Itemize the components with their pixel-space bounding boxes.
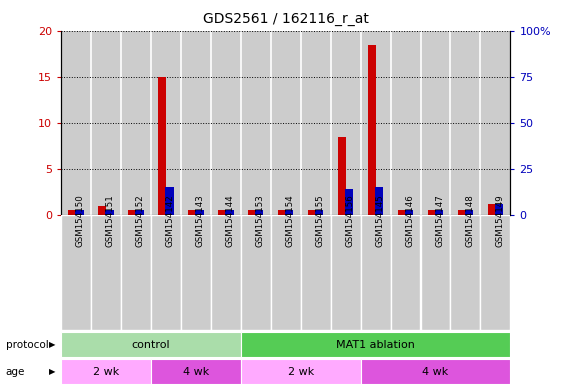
Bar (390, 215, 420, 330)
Bar (121, 215, 151, 330)
Bar (135, 210, 144, 215)
Text: MAT1 ablation: MAT1 ablation (336, 339, 415, 350)
Bar (451, 31, 480, 215)
Bar (420, 31, 451, 215)
Bar (465, 210, 473, 215)
Bar (375, 187, 383, 215)
Bar (61, 332, 241, 357)
Bar (271, 215, 300, 330)
Bar (211, 215, 241, 330)
Bar (278, 210, 287, 215)
Bar (98, 206, 107, 215)
Text: GSM154149: GSM154149 (495, 194, 505, 247)
Bar (271, 31, 300, 215)
Bar (300, 215, 331, 330)
Text: GSM154142: GSM154142 (166, 194, 175, 247)
Bar (331, 215, 361, 330)
Bar (181, 31, 211, 215)
Text: GSM154146: GSM154146 (405, 194, 415, 247)
Bar (390, 31, 420, 215)
Bar (361, 359, 510, 384)
Bar (61, 31, 91, 215)
Text: control: control (132, 339, 170, 350)
Bar (165, 187, 173, 215)
Text: 2 wk: 2 wk (288, 366, 314, 377)
Bar (218, 210, 226, 215)
Bar (338, 137, 346, 215)
Bar (480, 31, 510, 215)
Bar (427, 210, 436, 215)
Bar (151, 359, 241, 384)
Bar (495, 204, 503, 215)
Bar (91, 215, 121, 330)
Text: GSM154147: GSM154147 (436, 194, 444, 247)
Text: 4 wk: 4 wk (422, 366, 448, 377)
Bar (61, 359, 151, 384)
Bar (225, 210, 234, 215)
Bar (285, 210, 293, 215)
Bar (241, 359, 361, 384)
Bar (255, 210, 263, 215)
Bar (345, 189, 353, 215)
Bar (315, 210, 324, 215)
Text: 2 wk: 2 wk (93, 366, 119, 377)
Bar (300, 31, 331, 215)
Bar (61, 215, 91, 330)
Text: GSM154154: GSM154154 (285, 194, 295, 247)
Text: GSM154148: GSM154148 (465, 194, 474, 247)
Text: protocol: protocol (6, 339, 49, 350)
Bar (488, 204, 496, 215)
Bar (188, 210, 197, 215)
Text: ▶: ▶ (49, 367, 56, 376)
Bar (91, 31, 121, 215)
Text: GSM154151: GSM154151 (106, 194, 115, 247)
Bar (458, 210, 466, 215)
Bar (211, 31, 241, 215)
Bar (361, 31, 390, 215)
Bar (368, 45, 376, 215)
Bar (158, 77, 166, 215)
Bar (75, 210, 84, 215)
Bar (241, 31, 271, 215)
Bar (128, 210, 136, 215)
Bar (121, 31, 151, 215)
Text: GSM154150: GSM154150 (76, 194, 85, 247)
Text: GSM154155: GSM154155 (316, 194, 325, 247)
Bar (151, 31, 181, 215)
Bar (435, 210, 443, 215)
Bar (361, 215, 390, 330)
Text: age: age (6, 366, 25, 377)
Text: GSM154153: GSM154153 (256, 194, 264, 247)
Text: GSM154156: GSM154156 (346, 194, 354, 247)
Bar (405, 210, 414, 215)
Bar (308, 210, 316, 215)
Text: GSM154144: GSM154144 (226, 194, 235, 247)
Bar (68, 210, 77, 215)
Text: ▶: ▶ (49, 340, 56, 349)
Bar (241, 215, 271, 330)
Bar (331, 31, 361, 215)
Bar (195, 210, 204, 215)
Bar (248, 210, 256, 215)
Bar (420, 215, 451, 330)
Text: 4 wk: 4 wk (183, 366, 209, 377)
Text: GSM154145: GSM154145 (376, 194, 385, 247)
Title: GDS2561 / 162116_r_at: GDS2561 / 162116_r_at (203, 12, 368, 25)
Bar (451, 215, 480, 330)
Bar (480, 215, 510, 330)
Bar (151, 215, 181, 330)
Text: GSM154143: GSM154143 (196, 194, 205, 247)
Text: GSM154152: GSM154152 (136, 194, 145, 247)
Bar (398, 210, 406, 215)
Bar (181, 215, 211, 330)
Bar (105, 210, 114, 215)
Bar (241, 332, 510, 357)
